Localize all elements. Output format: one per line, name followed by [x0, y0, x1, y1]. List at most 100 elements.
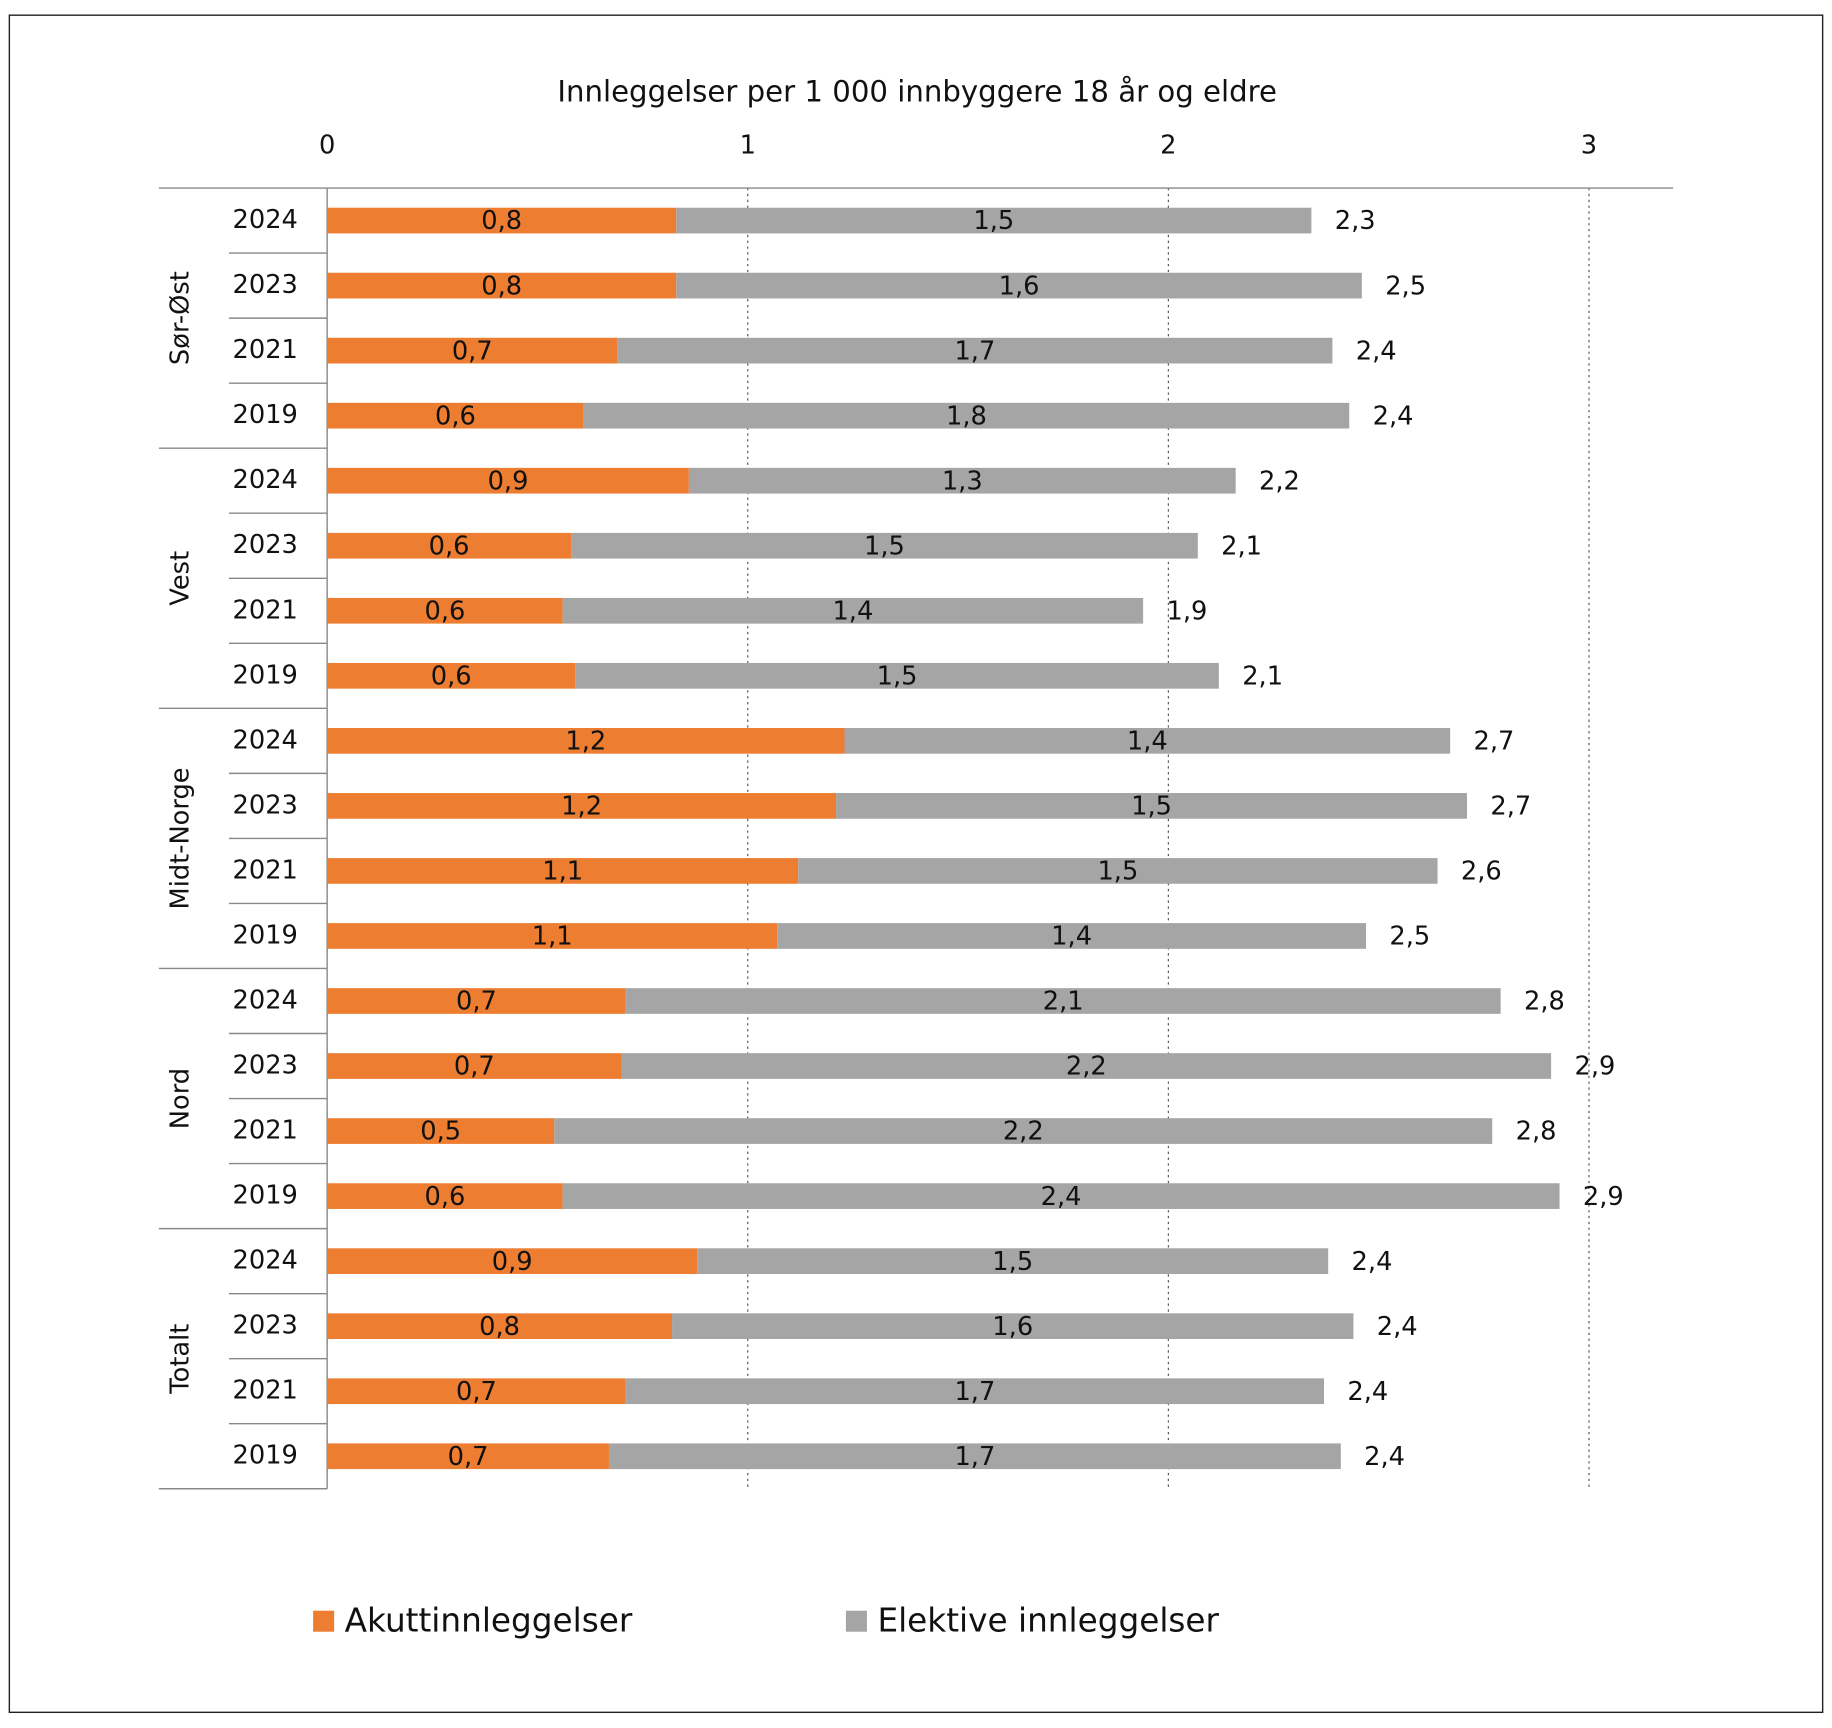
value-label: 1,8: [946, 401, 987, 431]
total-label: 2,9: [1583, 1182, 1624, 1212]
value-label: 1,2: [565, 727, 606, 757]
x-tick-label: 2: [1160, 131, 1176, 161]
total-label: 2,8: [1524, 987, 1565, 1017]
value-label: 1,1: [532, 922, 573, 952]
value-label: 1,3: [942, 466, 983, 496]
y-tick-label: 2024: [233, 205, 298, 235]
bar-segment: [327, 728, 845, 754]
group-label: Midt-Norge: [166, 767, 196, 909]
y-tick-label: 2021: [233, 1376, 298, 1406]
y-tick-label: 2023: [233, 790, 298, 820]
bar-segment: [836, 793, 1468, 819]
y-tick-label: 2021: [233, 1116, 298, 1146]
value-label: 0,6: [424, 596, 465, 626]
bar-segment: [608, 1443, 1341, 1470]
value-label: 1,4: [1051, 922, 1092, 952]
y-tick-label: 2021: [233, 595, 298, 625]
bar-segment: [672, 1313, 1354, 1340]
value-label: 0,8: [479, 1312, 520, 1342]
value-label: 1,5: [877, 661, 918, 691]
value-label: 1,4: [832, 596, 873, 626]
total-label: 2,9: [1574, 1052, 1615, 1082]
value-label: 0,8: [481, 206, 522, 236]
bar-segment: [575, 662, 1219, 689]
bar-segment: [327, 337, 618, 364]
value-label: 1,1: [542, 857, 583, 887]
value-label: 1,5: [992, 1247, 1033, 1277]
chart-title: Innleggelser per 1 000 innbyggere 18 år …: [557, 74, 1277, 108]
value-label: 1,6: [992, 1312, 1033, 1342]
y-tick-label: 2019: [233, 1441, 298, 1471]
bar-segment: [327, 662, 576, 689]
value-label: 1,5: [973, 206, 1014, 236]
total-label: 2,4: [1377, 1312, 1418, 1342]
value-label: 0,6: [435, 401, 476, 431]
total-label: 1,9: [1166, 596, 1207, 626]
y-tick-label: 2023: [233, 1051, 298, 1081]
bar-segment: [621, 1053, 1552, 1079]
bar-segment: [697, 1248, 1329, 1274]
y-tick-label: 2024: [233, 985, 298, 1015]
total-label: 2,5: [1385, 271, 1426, 301]
group-label: Totalt: [166, 1324, 196, 1395]
value-label: 0,7: [456, 1377, 497, 1407]
y-tick-label: 2021: [233, 335, 298, 365]
bar-segment: [676, 272, 1362, 299]
bar-segment: [327, 532, 572, 559]
bar-segment: [562, 597, 1144, 624]
bar-segment: [562, 1183, 1560, 1209]
value-label: 0,7: [452, 336, 493, 366]
value-label: 1,7: [954, 336, 995, 366]
y-tick-label: 2019: [233, 400, 298, 430]
total-label: 2,6: [1461, 857, 1502, 887]
bar-segment: [777, 923, 1367, 949]
y-tick-label: 2023: [233, 1311, 298, 1341]
value-label: 0,5: [420, 1117, 461, 1147]
bar-segment: [625, 988, 1501, 1014]
bar-segment: [676, 207, 1312, 234]
bar-segment: [327, 858, 799, 884]
y-tick-label: 2024: [233, 1246, 298, 1276]
y-tick-label: 2019: [233, 920, 298, 950]
total-label: 2,3: [1335, 206, 1376, 236]
value-label: 0,6: [429, 531, 470, 561]
legend-swatch: [845, 1610, 867, 1632]
bar-segment: [327, 1118, 555, 1144]
value-label: 0,7: [456, 987, 497, 1017]
bar-segment: [617, 337, 1333, 364]
value-label: 0,7: [448, 1442, 489, 1472]
bar-segment: [327, 1313, 673, 1340]
total-label: 2,1: [1242, 661, 1283, 691]
group-label: Sør-Øst: [166, 271, 196, 365]
y-tick-label: 2019: [233, 660, 298, 690]
bar-segment: [327, 1053, 622, 1079]
bar-segment: [625, 1378, 1324, 1405]
bar-segment: [798, 858, 1438, 884]
value-label: 0,7: [454, 1052, 495, 1082]
total-label: 2,4: [1356, 336, 1397, 366]
x-tick-label: 0: [319, 131, 335, 161]
x-tick-label: 1: [740, 131, 756, 161]
y-tick-label: 2024: [233, 725, 298, 755]
value-label: 1,7: [954, 1377, 995, 1407]
total-label: 2,1: [1221, 531, 1262, 561]
value-label: 0,8: [481, 271, 522, 301]
total-label: 2,7: [1474, 727, 1515, 757]
bar-segment: [844, 728, 1451, 754]
total-label: 2,4: [1347, 1377, 1388, 1407]
total-label: 2,2: [1259, 466, 1300, 496]
value-label: 0,9: [492, 1247, 533, 1277]
value-label: 2,1: [1043, 987, 1084, 1017]
bar-segment: [327, 467, 689, 494]
value-label: 1,2: [561, 792, 602, 822]
group-label: Vest: [166, 551, 196, 606]
legend-swatch: [313, 1610, 335, 1632]
y-tick-label: 2023: [233, 270, 298, 300]
bar-segment: [327, 207, 677, 234]
value-label: 1,4: [1127, 727, 1168, 757]
bar-segment: [327, 793, 837, 819]
value-label: 0,9: [488, 466, 529, 496]
value-label: 2,2: [1003, 1117, 1044, 1147]
value-label: 2,2: [1066, 1052, 1107, 1082]
bar-segment: [327, 1378, 626, 1405]
